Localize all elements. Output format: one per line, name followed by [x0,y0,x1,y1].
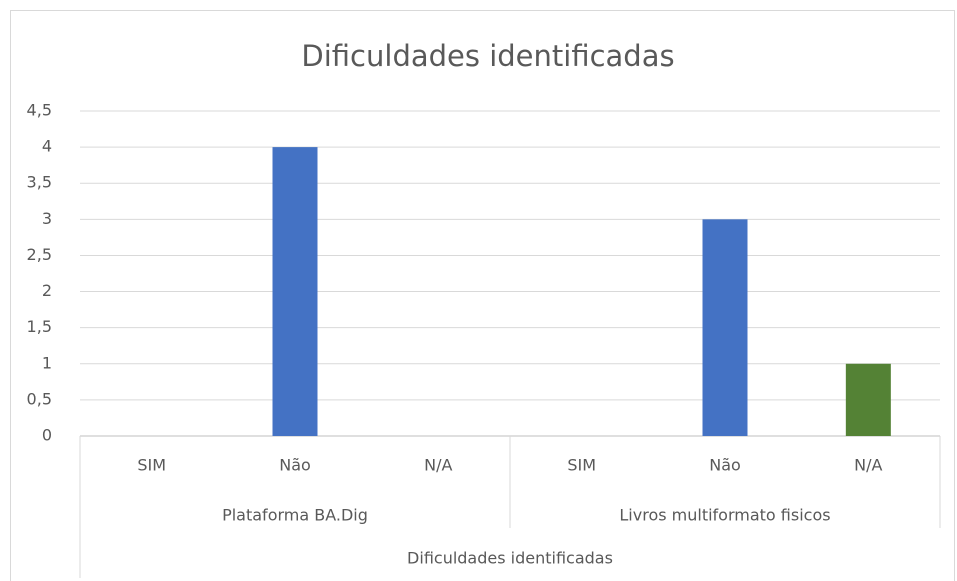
y-tick-label: 1,5 [27,317,52,336]
bar [845,363,891,436]
x-tick-label: N/A [424,456,452,475]
y-tick-label: 3,5 [27,173,52,192]
x-tick-label: SIM [567,456,596,475]
y-tick-label: 2 [42,281,52,300]
y-tick-label: 2,5 [27,245,52,264]
x-tick-label: Não [279,456,311,475]
group-label: Plataforma BA.Dig [222,506,368,525]
chart-frame [10,10,955,581]
bar [702,219,748,436]
x-axis-label: Dificuldades identificadas [407,549,613,568]
chart-title: Dificuldades identificadas [301,39,674,73]
x-tick-label: Não [709,456,741,475]
y-tick-label: 0 [42,426,52,445]
y-tick-label: 1 [42,353,52,372]
group-label: Livros multiformato fisicos [619,506,830,525]
x-tick-label: N/A [854,456,882,475]
y-tick-label: 4 [42,137,52,156]
y-tick-label: 4,5 [27,101,52,120]
y-tick-label: 0,5 [27,389,52,408]
x-tick-label: SIM [137,456,166,475]
bar [272,147,318,436]
y-tick-label: 3 [42,209,52,228]
